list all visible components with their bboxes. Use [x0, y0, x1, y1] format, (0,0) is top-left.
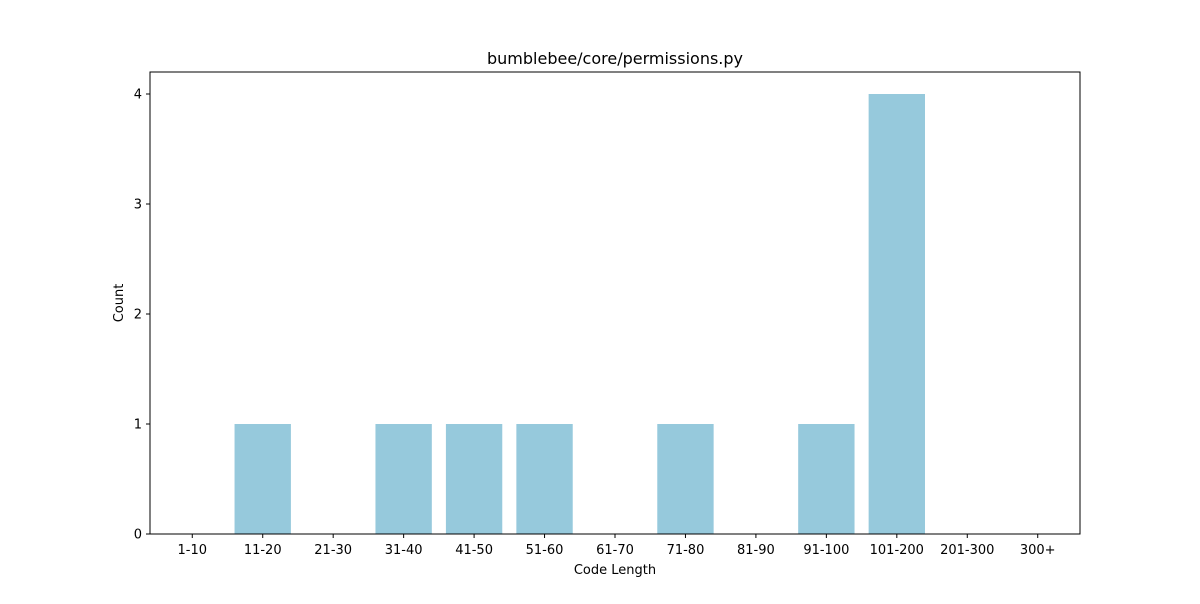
x-tick-label: 201-300 — [940, 543, 994, 558]
y-tick-label: 0 — [134, 528, 142, 543]
y-axis-label: Count — [112, 284, 127, 323]
x-tick-label: 51-60 — [526, 543, 564, 558]
y-tick-label: 1 — [134, 418, 142, 433]
axes-layer: 1-10 11-20 21-30 31-40 41-50 51-60 61-70 71-80 8… — [134, 88, 1056, 559]
bar-101-200 — [868, 94, 925, 534]
x-tick-label: 101-200 — [870, 543, 924, 558]
bar-31-40 — [375, 424, 432, 534]
bar-71-80 — [657, 424, 714, 534]
x-tick-label: 1-10 — [178, 543, 208, 558]
x-tick-label: 41-50 — [455, 543, 493, 558]
x-tick-label: 300+ — [1020, 543, 1056, 558]
bar-91-100 — [798, 424, 855, 534]
bars-layer — [234, 94, 925, 534]
x-tick-label: 21-30 — [314, 543, 352, 558]
x-tick-label: 11-20 — [244, 543, 282, 558]
plot-frame — [149, 71, 1081, 535]
x-tick-label: 91-100 — [803, 543, 849, 558]
bar-11-20 — [234, 424, 291, 534]
x-tick-label: 31-40 — [385, 543, 423, 558]
x-tick-label: 61-70 — [596, 543, 634, 558]
x-axis-label: Code Length — [574, 563, 656, 578]
bar-41-50 — [445, 424, 503, 534]
y-tick-label: 4 — [134, 88, 142, 103]
bar-51-60 — [516, 424, 573, 534]
x-tick-label: 81-90 — [737, 543, 775, 558]
y-tick-label: 3 — [134, 198, 142, 213]
chart-title: bumblebee/core/permissions.py — [487, 49, 743, 68]
x-tick-label: 71-80 — [667, 543, 705, 558]
y-tick-label: 2 — [134, 308, 142, 323]
